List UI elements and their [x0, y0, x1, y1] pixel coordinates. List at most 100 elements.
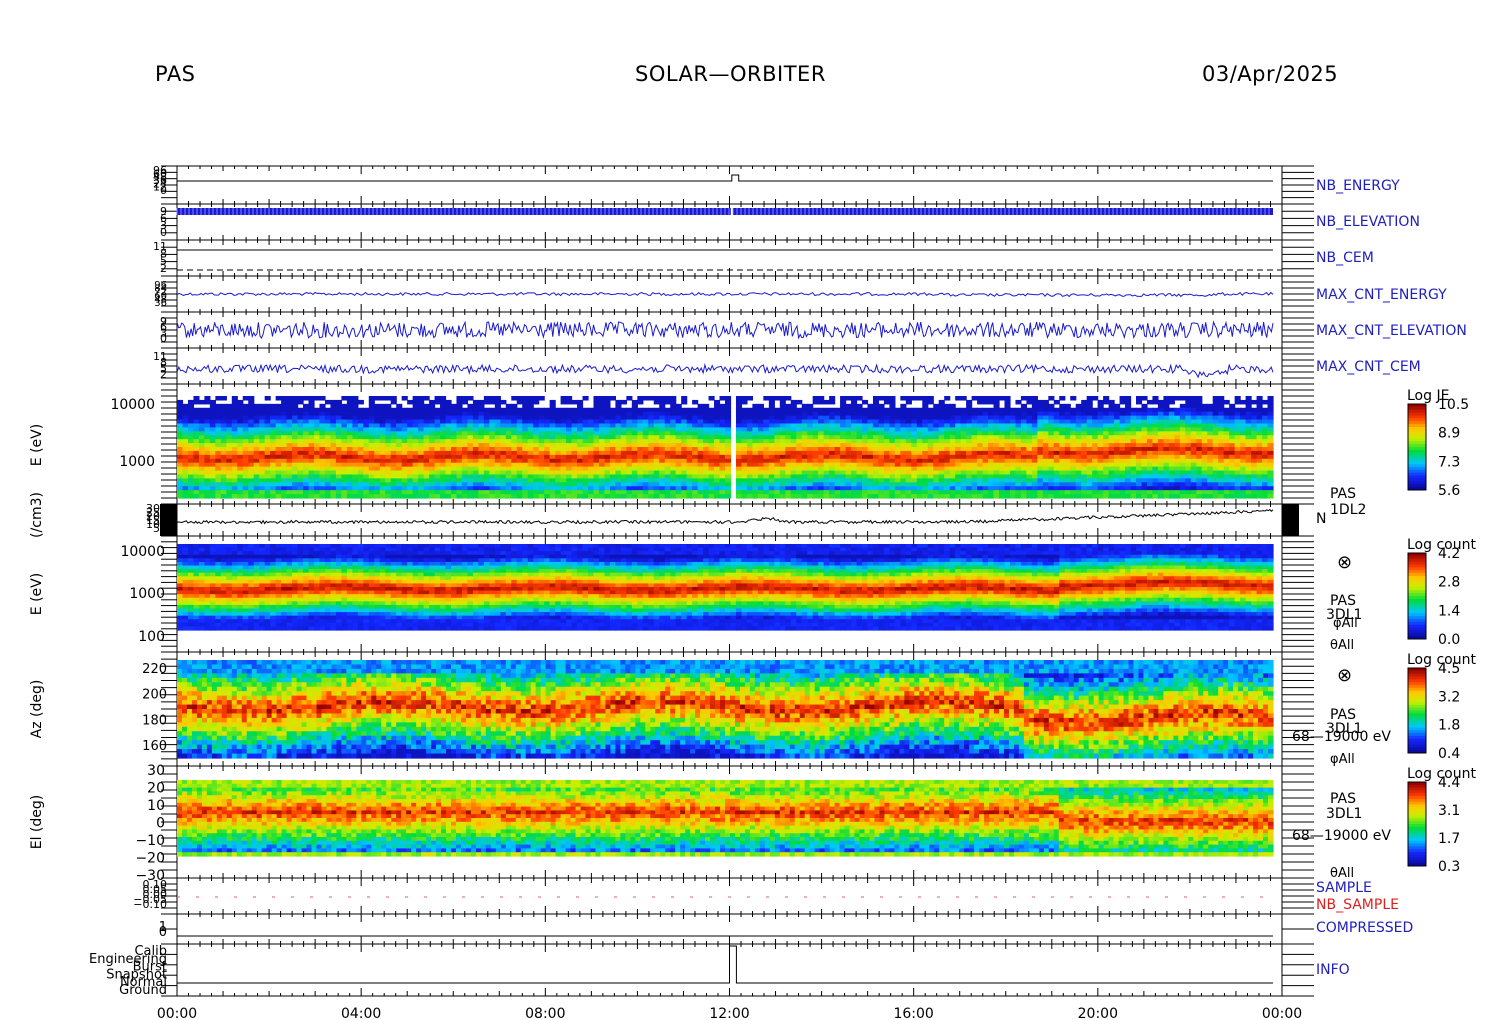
nb-cem-label: NB_CEM: [1316, 250, 1374, 266]
max-cnt-elevation-line: [176, 320, 1274, 340]
panel-label: 3DL1: [1326, 721, 1362, 737]
colorbar-tick: 4.4: [1438, 775, 1460, 791]
energy-count-heatmap: [177, 544, 1274, 631]
colorbar-title: Log JE: [1407, 388, 1449, 404]
y-tick-label: 60: [154, 291, 167, 302]
y-tick-label: 0.10: [143, 878, 168, 891]
axis-label: E (eV): [29, 424, 45, 466]
y-tick-label: 9: [160, 315, 167, 328]
x-tick-label: 04:00: [341, 1006, 381, 1020]
panel-label: 3DL1: [1326, 806, 1362, 822]
density-line: [176, 508, 1274, 525]
y-tick-label: 180: [142, 713, 167, 728]
x-tick-label: 00:00: [157, 1006, 197, 1020]
panel-label: 68—19000 eV: [1292, 828, 1391, 844]
x-tick-label: 20:00: [1078, 1006, 1118, 1020]
y-tick-label: 0: [159, 925, 167, 940]
header-date: 03/Apr/2025: [1202, 62, 1338, 86]
panel-label: φAll: [1330, 752, 1355, 767]
y-tick-label: 8: [160, 247, 167, 260]
colorbar-tick: 3.2: [1438, 689, 1460, 705]
panel-label: θAll: [1330, 638, 1354, 653]
y-tick-label: 3: [160, 326, 167, 339]
max-cnt-cem-line: [176, 363, 1274, 379]
colorbar-tick: 1.7: [1438, 831, 1460, 847]
colorbar-energy_count: [1407, 552, 1427, 640]
max-cnt-energy-label: MAX_CNT_ENERGY: [1316, 287, 1447, 303]
otimes-icon: ⊗: [1337, 552, 1352, 573]
info-label: INFO: [1316, 962, 1350, 978]
y-tick-label: 0.05: [143, 883, 168, 896]
y-tick-label: −10: [135, 833, 165, 849]
y-tick-label: 1000: [129, 586, 165, 602]
panel-label: θAll: [1330, 866, 1354, 881]
y-tick-label: 220: [142, 662, 167, 677]
colorbar-elevation: [1407, 781, 1427, 867]
y-tick-label: 72: [154, 287, 167, 298]
axis-label: El (deg): [29, 795, 45, 850]
x-tick-label: 08:00: [525, 1006, 565, 1020]
panel-label: PAS: [1330, 707, 1356, 723]
y-tick-label: 0.00: [143, 888, 168, 901]
panel-label: PAS: [1330, 593, 1356, 609]
y-tick-label: −30: [135, 868, 165, 884]
y-tick-label: −0.05: [133, 893, 167, 906]
nb-sample-label: NB_SAMPLE: [1316, 897, 1399, 913]
panel-label: 68—19000 eV: [1292, 729, 1391, 745]
y-tick-label: Snapshot: [106, 967, 167, 982]
y-tick-label: 96: [153, 164, 167, 177]
y-tick-label: 150: [146, 514, 167, 527]
y-tick-label: 1: [159, 920, 167, 935]
y-tick-label: Calib: [134, 944, 167, 959]
y-tick-label: 8: [160, 356, 167, 369]
colorbar-tick: 0.3: [1438, 859, 1460, 875]
colorbar-tick: 3.1: [1438, 803, 1460, 819]
y-tick-label: 10: [147, 798, 165, 814]
colorbar-tick: 5.6: [1438, 483, 1460, 499]
colorbar-energy_je: [1407, 403, 1427, 491]
info-line: [177, 945, 1273, 984]
x-tick-label: 00:00: [1262, 1006, 1302, 1020]
y-tick-label: 20: [147, 781, 165, 797]
azimuth-heatmap: [177, 660, 1274, 759]
y-tick-label: 48: [153, 171, 167, 184]
y-tick-label: 36: [154, 298, 167, 309]
y-tick-label: 0: [156, 816, 165, 832]
y-tick-label: 5: [160, 362, 167, 375]
nb-energy-line: [177, 174, 1273, 182]
y-tick-label: 50: [153, 522, 167, 535]
y-tick-label: 30: [147, 763, 165, 779]
axis-label: Az (deg): [29, 680, 45, 739]
y-tick-label: 36: [153, 174, 167, 187]
colorbar-tick: 1.8: [1438, 718, 1460, 734]
x-tick-label: 12:00: [709, 1006, 749, 1020]
header-mission-title: SOLAR—ORBITER: [635, 62, 826, 86]
sample-label: SAMPLE: [1316, 880, 1372, 896]
y-tick-label: 12: [153, 181, 167, 194]
density-right-bar: [1282, 504, 1299, 536]
y-tick-label: 84: [154, 284, 167, 295]
axis-label: E (eV): [29, 573, 45, 615]
density-label-n: N: [1316, 511, 1326, 527]
density-label-pas: PAS: [1330, 486, 1356, 502]
y-tick-label: 11: [153, 240, 167, 253]
panel-label: PAS: [1330, 791, 1356, 807]
y-tick-label: 10000: [110, 397, 155, 413]
y-tick-label: 1000: [119, 454, 155, 470]
colorbar-title: Log count: [1407, 652, 1476, 668]
y-tick-label: 10000: [120, 544, 165, 560]
y-tick-label: 160: [142, 739, 167, 754]
colorbar-tick: 2.8: [1438, 575, 1460, 591]
density-left-bar: [160, 504, 177, 536]
y-tick-label: Normal: [120, 975, 167, 990]
colorbar-tick: 0.0: [1438, 632, 1460, 648]
colorbar-title: Log count: [1407, 537, 1476, 553]
axis-label: (/cm3): [29, 492, 45, 538]
max-cnt-elevation-label: MAX_CNT_ELEVATION: [1316, 323, 1467, 339]
y-tick-label: 2: [160, 368, 167, 381]
x-tick-label: 16:00: [893, 1006, 933, 1020]
y-tick-label: 200: [146, 510, 167, 523]
colorbar-tick: 8.9: [1438, 426, 1460, 442]
y-tick-label: 0: [160, 332, 167, 345]
